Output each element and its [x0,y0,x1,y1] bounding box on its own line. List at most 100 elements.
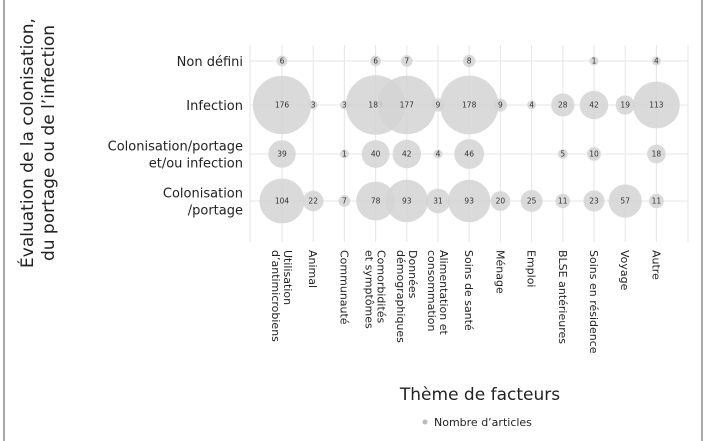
bubble [490,191,511,211]
bubble-label: 31 [433,197,443,206]
y-tick-line: Infection [186,99,243,114]
y-tick-line: et/ou infection [149,157,243,172]
x-tick-label: Emploi [525,250,538,288]
bubble-label: 39 [277,150,287,159]
bubble-label: 8 [467,57,472,66]
bubble [338,195,351,207]
bubble-label: 1 [342,150,347,159]
bubble-label: 20 [496,197,506,206]
bubble [579,90,609,120]
x-tick-line: Données [406,250,419,299]
bubble [493,98,507,112]
bubble [520,190,543,212]
bubble-label: 10 [589,150,599,159]
bubble-label: 4 [529,101,534,110]
y-tick-line: Non défini [177,55,243,70]
bubble-label: 93 [402,197,412,206]
x-tick-label: Ménage [493,250,506,294]
x-tick-label: Communauté [337,250,350,325]
y-axis-title: Évaluation de la colonisation,du portage… [16,18,59,268]
x-tick-line: consommation [425,250,438,331]
bubble-label: 1 [592,57,597,66]
x-axis-title: Thème de facteurs [399,385,560,405]
x-tick-label: Soins en résidence [587,250,600,354]
bubble-label: 28 [558,101,568,110]
bubble-label: 3 [342,101,347,110]
bubble-label: 176 [275,101,290,110]
bubble [433,149,443,159]
x-tick-label: Donnéesdémographiques [394,250,419,343]
bubble [439,75,499,135]
x-tick-line: Voyage [618,250,631,291]
x-tick-label: Comorbiditéset symptômes [363,250,388,329]
bubble-label: 42 [589,101,599,110]
bubble [633,81,680,129]
bubble-label: 5 [560,150,565,159]
bubble [557,149,568,159]
bubble-label: 46 [464,150,474,159]
y-axis-title-line: du portage ou de l’infection [39,25,59,261]
y-tick-line: Colonisation/portage [108,140,243,155]
x-tick-line: Comorbidités [375,250,388,324]
y-tick-line: /portage [188,204,243,219]
y-tick-label: Infection [186,99,243,114]
bubble-label: 40 [371,150,381,159]
bubble [392,139,422,169]
bubble-label: 4 [654,57,659,66]
x-tick-label: Alimentation etconsommation [425,250,450,335]
bubble [276,55,288,67]
bubble [647,144,666,164]
bubble-label: 7 [404,57,409,66]
bubble-label: 7 [342,197,347,206]
legend-label: Nombre d’articles [434,416,532,429]
bubble [447,179,491,223]
bubble-label: 57 [620,197,630,206]
x-tick-line: Communauté [337,250,350,325]
x-tick-line: Autre [649,250,662,280]
bubble [551,93,575,117]
bubble-label: 19 [620,101,630,110]
bubble [583,190,605,212]
bubble-label: 9 [498,101,503,110]
bubble-label: 42 [402,150,412,159]
bubble-label: 9 [436,101,441,110]
bubble [555,193,571,209]
x-tick-line: Soins en résidence [587,250,600,354]
bubble-label: 177 [400,101,415,110]
bubble [589,56,599,66]
bubble-label: 113 [649,101,664,110]
bubble-label: 11 [652,197,662,206]
bubble [252,75,312,135]
bubble-label: 178 [462,101,477,110]
x-tick-line: Soins de santé [462,250,475,331]
x-tick-label: BLSE antérieures [556,250,569,344]
x-tick-line: Animal [306,250,319,288]
x-tick-line: d’antimicrobiens [269,250,282,342]
bubble [527,100,537,110]
x-tick-line: Alimentation et [437,250,450,335]
x-tick-label: Voyage [618,250,631,291]
x-tick-label: Utilisationd’antimicrobiens [269,250,294,342]
bubble-label: 4 [436,150,441,159]
y-tick-label: Non défini [177,55,243,70]
x-tick-line: et symptômes [363,250,376,329]
bubble [425,188,451,214]
bubble [308,100,318,110]
y-axis-title-line: Évaluation de la colonisation, [16,18,38,268]
bubble [339,149,349,159]
x-tick-label: Autre [649,250,662,280]
bubble-label: 78 [371,197,381,206]
bubble-label: 23 [589,197,599,206]
bubble [649,193,664,209]
bubble-label: 11 [558,197,568,206]
y-tick-line: Colonisation [163,187,243,202]
bubble [356,181,396,221]
x-tick-line: BLSE antérieures [556,250,569,344]
bubble-label: 18 [652,150,662,159]
bubble-label: 104 [275,197,290,206]
bubble [385,179,429,223]
bubble-label: 6 [373,57,378,66]
bubble [608,184,642,218]
x-tick-line: Ménage [493,250,506,294]
bubble [302,190,324,212]
